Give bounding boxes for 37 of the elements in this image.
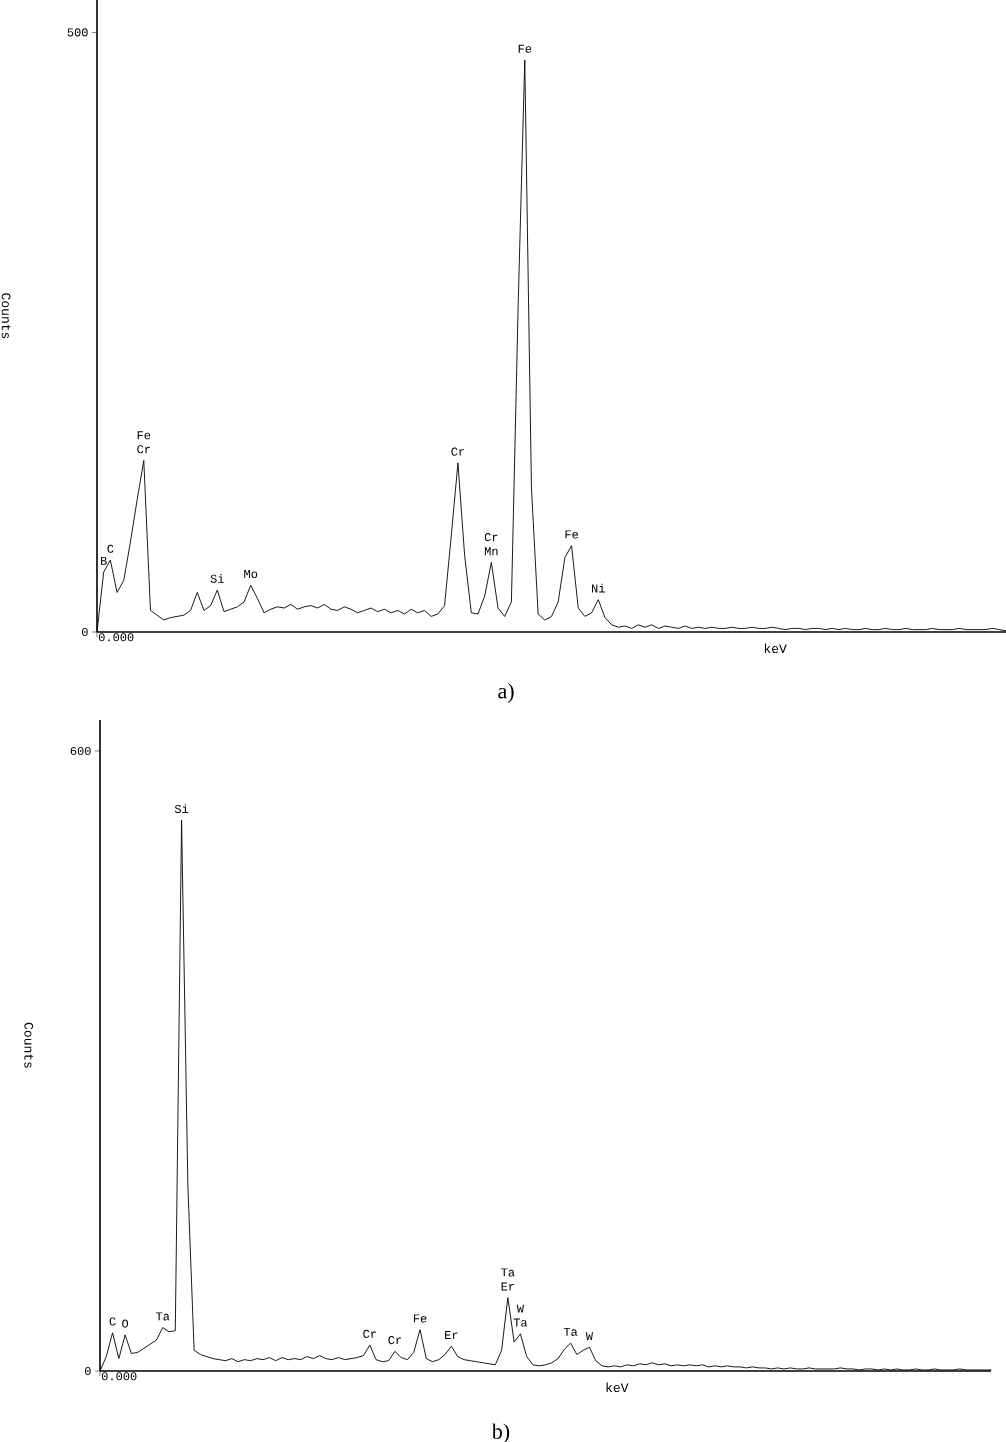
annotation: Er [501,1282,514,1291]
annotation: Si [174,804,189,814]
annotation: Cr [363,1329,376,1338]
y-tick-label: 0 [81,627,88,637]
text: 0.000 [98,633,134,642]
annotation: W [516,1304,525,1313]
text: a) [498,682,514,703]
annotation: W [585,1332,594,1341]
text: 0.000 [101,1372,137,1381]
annotation: B [101,556,107,565]
annotation: Cr [451,447,465,456]
annotation: Fe [413,1314,427,1323]
annotation: Ta [501,1268,515,1277]
y-axis-title: Counts [1,293,11,339]
y-axis-title: Counts [24,1022,34,1068]
annotation: C [109,1317,116,1326]
x-axis-title: keV [606,1382,629,1393]
annotation: Mo [244,570,258,579]
y-tick-label: 0 [84,1366,91,1376]
annotation: Cr [137,445,150,454]
annotation: Ni [592,583,605,593]
y-tick-label: 600 [70,746,91,756]
y-tick-label: 500 [67,28,88,37]
annotation: O [122,1319,129,1328]
annotation: Ta [513,1318,528,1327]
annotation: Cr [388,1336,402,1345]
annotation: Fe [518,44,532,53]
annotation: Ta [563,1327,578,1336]
annotation: Fe [565,530,578,539]
annotation: Er [445,1331,458,1340]
annotation: C [107,544,114,553]
annotation: Fe [137,431,151,440]
annotation: Ta [155,1312,170,1321]
annotation: Si [210,574,224,583]
annotation: Mn [484,547,498,556]
x-axis-title: keV [764,643,787,654]
annotation: Cr [484,533,498,542]
